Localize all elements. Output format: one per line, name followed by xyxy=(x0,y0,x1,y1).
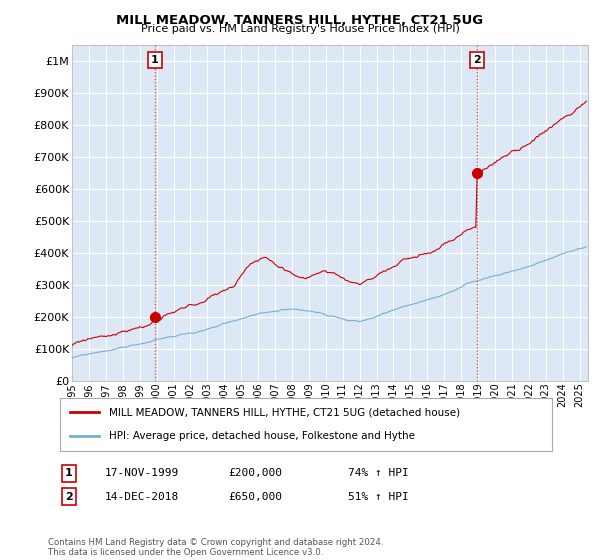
Text: 2: 2 xyxy=(473,55,481,65)
Text: £200,000: £200,000 xyxy=(228,468,282,478)
Text: Contains HM Land Registry data © Crown copyright and database right 2024.
This d: Contains HM Land Registry data © Crown c… xyxy=(48,538,383,557)
Text: 17-NOV-1999: 17-NOV-1999 xyxy=(105,468,179,478)
Text: 1: 1 xyxy=(65,468,73,478)
Text: 74% ↑ HPI: 74% ↑ HPI xyxy=(348,468,409,478)
Text: MILL MEADOW, TANNERS HILL, HYTHE, CT21 5UG (detached house): MILL MEADOW, TANNERS HILL, HYTHE, CT21 5… xyxy=(109,408,460,418)
Text: MILL MEADOW, TANNERS HILL, HYTHE, CT21 5UG: MILL MEADOW, TANNERS HILL, HYTHE, CT21 5… xyxy=(116,14,484,27)
Text: 1: 1 xyxy=(151,55,158,65)
Text: £650,000: £650,000 xyxy=(228,492,282,502)
Text: HPI: Average price, detached house, Folkestone and Hythe: HPI: Average price, detached house, Folk… xyxy=(109,431,415,441)
Text: 51% ↑ HPI: 51% ↑ HPI xyxy=(348,492,409,502)
Text: 14-DEC-2018: 14-DEC-2018 xyxy=(105,492,179,502)
Text: 2: 2 xyxy=(65,492,73,502)
Text: Price paid vs. HM Land Registry's House Price Index (HPI): Price paid vs. HM Land Registry's House … xyxy=(140,24,460,34)
